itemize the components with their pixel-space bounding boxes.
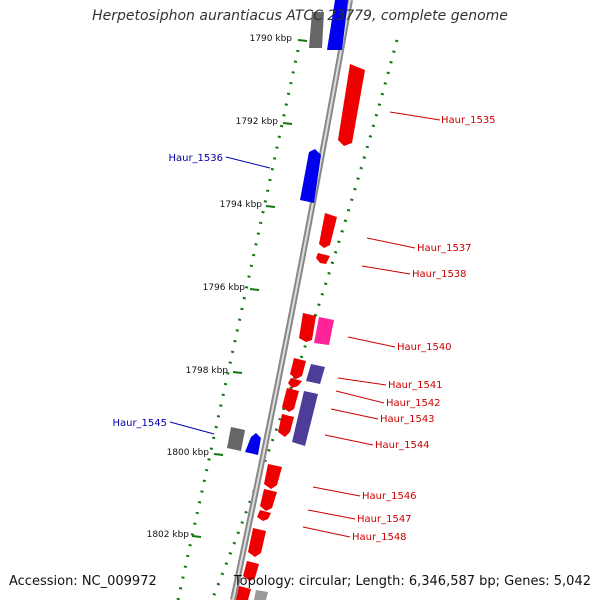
gene-red-small-b[interactable] xyxy=(288,378,302,388)
gene-haur-1539[interactable] xyxy=(299,313,316,342)
leader-haur-1535 xyxy=(389,111,441,121)
leader-haur-1547 xyxy=(307,509,356,520)
leader-haur-1542 xyxy=(335,390,385,404)
scale-ticks xyxy=(191,39,308,538)
gene-haur-1545-gray[interactable] xyxy=(227,427,245,451)
leader-haur-1545 xyxy=(169,421,215,435)
leader-haur-1543 xyxy=(330,408,379,420)
leader-haur-1544 xyxy=(324,434,374,446)
gene-gray-bottom[interactable] xyxy=(254,590,268,600)
gene-label[interactable]: Haur_1541 xyxy=(388,380,443,391)
map-title: Herpetosiphon aurantiacus ATCC 23779, co… xyxy=(92,8,508,24)
gene-label[interactable]: Haur_1546 xyxy=(362,491,417,502)
tick-label: 1800 kbp xyxy=(167,448,210,458)
gene-label[interactable]: Haur_1544 xyxy=(375,440,430,451)
gene-label[interactable]: Haur_1547 xyxy=(357,514,412,525)
gene-label[interactable]: Haur_1545 xyxy=(112,418,167,429)
gene-red-bottom[interactable] xyxy=(236,586,251,600)
gene-haur-1536[interactable] xyxy=(300,149,321,203)
tick-label: 1790 kbp xyxy=(250,34,293,44)
tick-label: 1802 kbp xyxy=(147,530,190,540)
leader-haur-1546 xyxy=(312,486,361,497)
gene-haur-1538[interactable] xyxy=(316,253,330,264)
gene-label[interactable]: Haur_1536 xyxy=(168,153,223,164)
inner-dotted-track xyxy=(176,49,300,600)
genome-backbone-highlight xyxy=(232,0,351,600)
gene-label[interactable]: Haur_1540 xyxy=(397,342,452,353)
gene-haur-1542[interactable] xyxy=(282,388,299,412)
accession-label: Accession: NC_009972 xyxy=(9,574,157,589)
gene-label[interactable]: Haur_1535 xyxy=(441,115,496,126)
leader-haur-1548 xyxy=(302,526,351,538)
gene-haur-1543[interactable] xyxy=(292,391,318,446)
gene-haur-1547[interactable] xyxy=(260,489,277,511)
genome-summary: Topology: circular; Length: 6,346,587 bp… xyxy=(233,574,591,589)
gene-haur-1546[interactable] xyxy=(264,464,282,489)
gene-label[interactable]: Haur_1538 xyxy=(412,269,467,280)
gene-haur-1537[interactable] xyxy=(319,213,337,248)
gene-red-lower-a[interactable] xyxy=(248,528,266,557)
gene-red-lower-b[interactable] xyxy=(243,561,259,581)
gene-haur-1544[interactable] xyxy=(278,414,294,437)
gene-haur-1548[interactable] xyxy=(257,510,271,521)
gene-gray-top[interactable] xyxy=(309,12,324,48)
leader-haur-1541 xyxy=(337,377,387,386)
tick-label: 1796 kbp xyxy=(203,283,246,293)
leader-haur-1537 xyxy=(366,237,416,249)
genome-backbone xyxy=(230,0,353,600)
gene-blue-top[interactable] xyxy=(327,0,348,50)
gene-haur-1535[interactable] xyxy=(338,64,365,146)
gene-label[interactable]: Haur_1548 xyxy=(352,532,407,543)
gene-haur-1541[interactable] xyxy=(306,364,325,384)
gene-red-small-a[interactable] xyxy=(290,358,306,379)
gene-haur-1540[interactable] xyxy=(314,317,334,345)
leader-haur-1538 xyxy=(361,265,411,275)
tick-label: 1792 kbp xyxy=(236,117,279,127)
leader-haur-1540 xyxy=(347,336,396,348)
gene-haur-1545[interactable] xyxy=(245,433,261,455)
gene-label[interactable]: Haur_1543 xyxy=(380,414,435,425)
leader-haur-1536 xyxy=(225,156,271,169)
tick-label: 1794 kbp xyxy=(220,200,263,210)
gene-label[interactable]: Haur_1537 xyxy=(417,243,472,254)
gene-label[interactable]: Haur_1542 xyxy=(386,398,441,409)
tick-label: 1798 kbp xyxy=(186,366,229,376)
